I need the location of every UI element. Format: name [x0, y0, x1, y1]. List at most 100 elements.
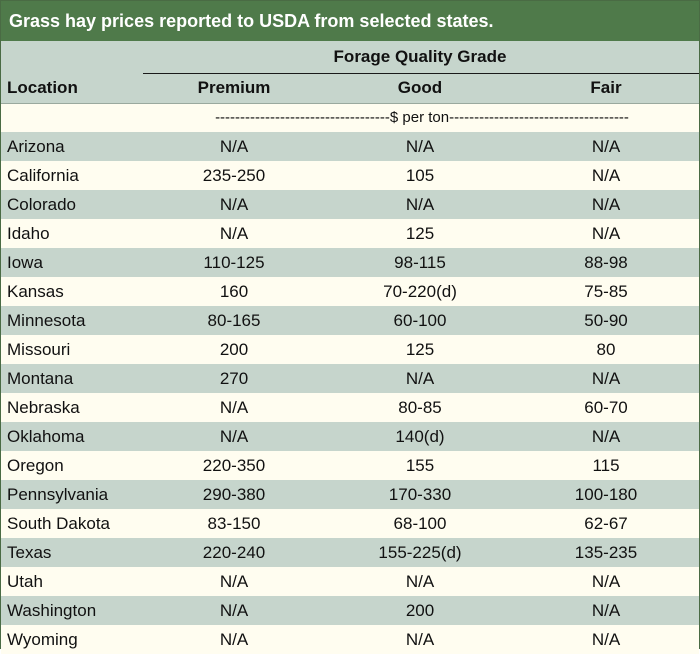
- location-cell: Arizona: [7, 137, 65, 156]
- premium-cell: N/A: [219, 427, 249, 446]
- location-cell: Kansas: [7, 282, 64, 301]
- table-row: Texas 220-240 155-225(d) 135-235: [1, 538, 699, 567]
- fair-cell: N/A: [591, 224, 621, 243]
- premium-cell: 270: [219, 369, 249, 388]
- table-row: Utah N/A N/A N/A: [1, 567, 699, 596]
- fair-cell: N/A: [591, 601, 621, 620]
- premium-cell: 110-125: [203, 253, 265, 272]
- good-cell: 125: [405, 224, 435, 243]
- price-table: Arizona N/A N/A N/A California 235-250 105 N/A C…: [1, 132, 699, 654]
- location-cell: Washington: [7, 601, 97, 620]
- good-cell: 125: [405, 340, 435, 359]
- location-cell: Oklahoma: [7, 427, 85, 446]
- good-column-header: Good: [397, 78, 443, 97]
- premium-column-header: Premium: [197, 78, 271, 97]
- fair-cell: 62-67: [584, 514, 628, 533]
- location-cell: Nebraska: [7, 398, 80, 417]
- good-cell: 200: [405, 601, 435, 620]
- location-column-header: Location: [7, 78, 78, 97]
- location-cell: Missouri: [7, 340, 71, 359]
- premium-cell: N/A: [219, 195, 249, 214]
- table-row: Colorado N/A N/A N/A: [1, 190, 699, 219]
- table-row: Washington N/A 200 N/A: [1, 596, 699, 625]
- good-cell: N/A: [405, 630, 435, 649]
- good-cell: 98-115: [394, 253, 446, 272]
- good-cell: 155-225(d): [378, 543, 462, 562]
- fair-cell: N/A: [591, 427, 621, 446]
- table-row: South Dakota 83-150 68-100 62-67: [1, 509, 699, 538]
- premium-cell: N/A: [219, 630, 249, 649]
- good-cell: 80-85: [398, 398, 442, 417]
- table-row: Missouri 200 125 80: [1, 335, 699, 364]
- table-row: Minnesota 80-165 60-100 50-90: [1, 306, 699, 335]
- location-cell: Colorado: [7, 195, 76, 214]
- location-cell: Idaho: [7, 224, 50, 243]
- location-cell: Texas: [7, 543, 52, 562]
- fair-cell: 80: [596, 340, 616, 359]
- location-cell: California: [7, 166, 79, 185]
- table-row: Idaho N/A 125 N/A: [1, 219, 699, 248]
- good-cell: 70-220(d): [383, 282, 457, 301]
- good-cell: N/A: [405, 369, 435, 388]
- location-cell: Pennsylvania: [7, 485, 109, 504]
- fair-cell: N/A: [591, 572, 621, 591]
- premium-cell: N/A: [219, 601, 249, 620]
- premium-cell: 220-350: [202, 456, 266, 475]
- group-underline: [143, 73, 699, 74]
- fair-cell: N/A: [591, 630, 621, 649]
- unit-label: -----------------------------------$ per…: [215, 109, 629, 126]
- location-cell: Utah: [7, 572, 43, 591]
- premium-cell: 235-250: [202, 166, 266, 185]
- fair-cell: 50-90: [584, 311, 628, 330]
- location-cell: Iowa: [7, 253, 43, 272]
- table-row: Wyoming N/A N/A N/A: [1, 625, 699, 654]
- location-cell: Oregon: [7, 456, 64, 475]
- good-cell: 105: [405, 166, 435, 185]
- fair-cell: 88-98: [584, 253, 628, 272]
- table-row: Iowa 110-125 98-115 88-98: [1, 248, 699, 277]
- premium-cell: N/A: [219, 398, 249, 417]
- good-cell: 140(d): [395, 427, 445, 446]
- good-cell: 68-100: [393, 514, 447, 533]
- premium-cell: N/A: [219, 137, 249, 156]
- location-cell: Minnesota: [7, 311, 86, 330]
- premium-cell: 160: [219, 282, 249, 301]
- table-header: Forage Quality Grade Location Premium Go…: [1, 41, 699, 103]
- table-row: Arizona N/A N/A N/A: [1, 132, 699, 161]
- forage-quality-grade-label: Forage Quality Grade: [333, 47, 507, 66]
- location-cell: South Dakota: [7, 514, 111, 533]
- fair-cell: N/A: [591, 195, 621, 214]
- premium-cell: 80-165: [207, 311, 261, 330]
- table-row: Nebraska N/A 80-85 60-70: [1, 393, 699, 422]
- table-title: Grass hay prices reported to USDA from s…: [1, 1, 699, 41]
- good-cell: N/A: [405, 137, 435, 156]
- premium-cell: 220-240: [202, 543, 266, 562]
- premium-cell: N/A: [219, 224, 249, 243]
- premium-cell: 200: [219, 340, 249, 359]
- fair-cell: 60-70: [584, 398, 628, 417]
- unit-row: -----------------------------------$ per…: [1, 103, 699, 132]
- location-cell: Wyoming: [7, 630, 78, 649]
- table-row: Kansas 160 70-220(d) 75-85: [1, 277, 699, 306]
- table-row: Pennsylvania 290-380 170-330 100-180: [1, 480, 699, 509]
- fair-cell: 135-235: [574, 543, 638, 562]
- location-cell: Montana: [7, 369, 74, 388]
- table-row: California 235-250 105 N/A: [1, 161, 699, 190]
- fair-cell: 75-85: [584, 282, 628, 301]
- good-cell: 60-100: [393, 311, 447, 330]
- fair-cell: N/A: [591, 166, 621, 185]
- good-cell: 155: [405, 456, 435, 475]
- fair-cell: N/A: [591, 369, 621, 388]
- table-row: Oregon 220-350 155 115: [1, 451, 699, 480]
- fair-column-header: Fair: [590, 78, 622, 97]
- table-row: Oklahoma N/A 140(d) N/A: [1, 422, 699, 451]
- good-cell: 170-330: [388, 485, 452, 504]
- table-row: Montana 270 N/A N/A: [1, 364, 699, 393]
- fair-cell: N/A: [591, 137, 621, 156]
- fair-cell: 100-180: [574, 485, 638, 504]
- premium-cell: 83-150: [207, 514, 261, 533]
- premium-cell: 290-380: [202, 485, 266, 504]
- premium-cell: N/A: [219, 572, 249, 591]
- fair-cell: 115: [592, 456, 620, 475]
